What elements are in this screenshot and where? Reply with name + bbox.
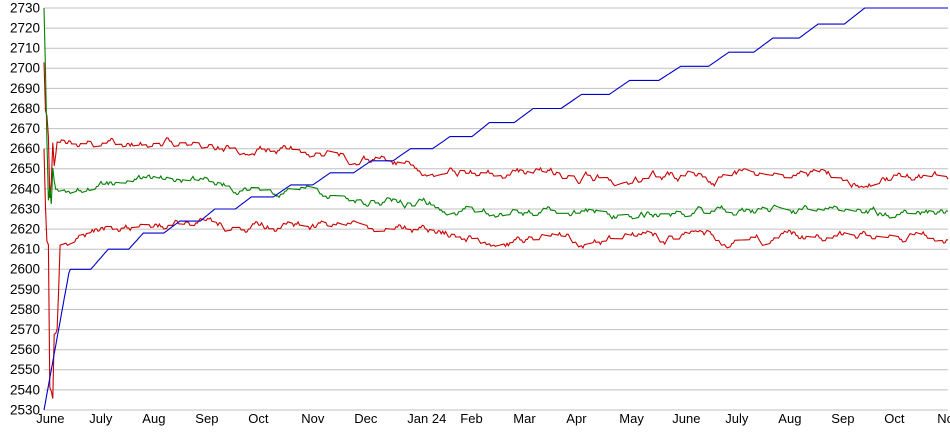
svg-text:2570: 2570	[10, 322, 40, 337]
svg-text:Apr: Apr	[566, 411, 587, 426]
svg-text:2580: 2580	[10, 302, 40, 317]
svg-text:Nov: Nov	[301, 411, 325, 426]
svg-text:May: May	[619, 411, 644, 426]
svg-text:2650: 2650	[10, 161, 40, 176]
svg-text:2610: 2610	[10, 242, 40, 257]
svg-text:2710: 2710	[10, 41, 40, 56]
svg-text:June: June	[36, 411, 64, 426]
svg-text:2690: 2690	[10, 81, 40, 96]
svg-text:2720: 2720	[10, 21, 40, 36]
svg-text:Feb: Feb	[460, 411, 482, 426]
svg-text:2640: 2640	[10, 181, 40, 196]
svg-text:2590: 2590	[10, 282, 40, 297]
svg-text:July: July	[725, 411, 749, 426]
svg-text:Aug: Aug	[142, 411, 165, 426]
svg-text:2680: 2680	[10, 101, 40, 116]
svg-text:Nov: Nov	[937, 411, 950, 426]
svg-text:2670: 2670	[10, 121, 40, 136]
svg-text:Dec: Dec	[354, 411, 378, 426]
svg-text:Oct: Oct	[884, 411, 905, 426]
svg-text:2620: 2620	[10, 222, 40, 237]
svg-text:June: June	[672, 411, 700, 426]
svg-text:2600: 2600	[10, 262, 40, 277]
svg-text:2700: 2700	[10, 61, 40, 76]
svg-text:Aug: Aug	[778, 411, 801, 426]
svg-text:2540: 2540	[10, 382, 40, 397]
svg-text:July: July	[89, 411, 113, 426]
svg-text:Mar: Mar	[513, 411, 536, 426]
svg-text:Oct: Oct	[248, 411, 269, 426]
svg-text:2660: 2660	[10, 141, 40, 156]
svg-text:Jan 24: Jan 24	[407, 411, 446, 426]
svg-text:2630: 2630	[10, 201, 40, 216]
svg-text:2560: 2560	[10, 342, 40, 357]
svg-text:2730: 2730	[10, 0, 40, 15]
svg-text:Sep: Sep	[195, 411, 218, 426]
svg-text:Sep: Sep	[831, 411, 854, 426]
svg-text:2550: 2550	[10, 362, 40, 377]
